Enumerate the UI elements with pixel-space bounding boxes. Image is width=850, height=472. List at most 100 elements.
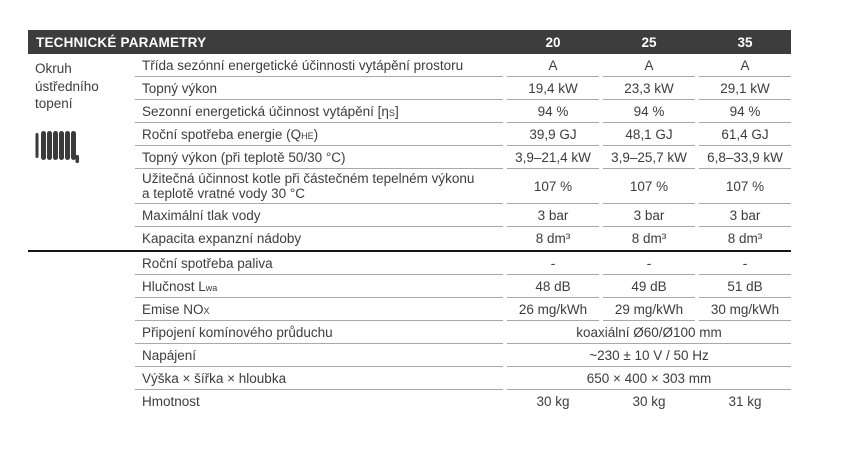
row-value: 3 bar (699, 204, 791, 227)
row-value: 107 % (699, 169, 791, 204)
table-header-bar: TECHNICKÉ PARAMETRY 20 25 35 (28, 30, 791, 54)
table-row: Výška × šířka × hloubka 650 × 400 × 303 … (135, 367, 791, 390)
row-label: Roční spotřeba energie (Q HE) (135, 123, 503, 146)
radiator-icon (35, 129, 81, 165)
row-value: 29 mg/kWh (603, 298, 695, 321)
row-value: A (699, 54, 791, 77)
row-value: 107 % (603, 169, 695, 204)
row-value: 94 % (507, 100, 599, 123)
table-row: Hmotnost 30 kg 30 kg 31 kg (135, 390, 791, 413)
row-label: Roční spotřeba paliva (135, 252, 503, 275)
row-value: 29,1 kW (699, 77, 791, 100)
row-value: 3 bar (603, 204, 695, 227)
row-label: Hmotnost (135, 390, 503, 413)
row-value: 3,9–21,4 kW (507, 146, 599, 169)
row-value: 6,8–33,9 kW (699, 146, 791, 169)
table-row: Roční spotřeba paliva - - - (135, 252, 791, 275)
row-value: 19,4 kW (507, 77, 599, 100)
row-value: 3,9–25,7 kW (603, 146, 695, 169)
label-text: Připojení komínového průduchu (142, 324, 333, 340)
row-value: 48,1 GJ (603, 123, 695, 146)
table-row: Topný výkon 19,4 kW 23,3 kW 29,1 kW (135, 77, 791, 100)
row-value: 23,3 kW (603, 77, 695, 100)
row-label: Emise NO X (135, 298, 503, 321)
section-central-heating: Okruh ústředního topení (28, 54, 791, 250)
row-label: Topný výkon (135, 77, 503, 100)
row-label: Užitečná účinnost kotle při částečném te… (135, 169, 503, 204)
table-row: Sezonní energetická účinnost vytápění [η… (135, 100, 791, 123)
row-label: Kapacita expanzní nádoby (135, 227, 503, 250)
column-header-25: 25 (641, 34, 657, 50)
row-label: Sezonní energetická účinnost vytápění [η… (135, 100, 503, 123)
label-text: Sezonní energetická účinnost vytápění [η (142, 103, 389, 119)
row-value: 39,9 GJ (507, 123, 599, 146)
label-text: Výška × šířka × hloubka (142, 370, 287, 386)
row-value: 30 kg (632, 394, 666, 409)
row-value: 51 dB (699, 275, 791, 298)
sidebar-empty (28, 252, 135, 413)
row-value: 8 dm³ (631, 231, 667, 246)
row-label: Výška × šířka × hloubka (135, 367, 503, 390)
sidebar-label: Okruh ústředního topení (35, 61, 99, 112)
label-text-end: ) (313, 126, 319, 142)
section-divider (28, 250, 791, 252)
table-row: Připojení komínového průduchu koaxiální … (135, 321, 791, 344)
label-text: Napájení (142, 347, 197, 363)
section1-rows: Třída sezónní energetické účinnosti vytá… (135, 54, 791, 250)
row-value: 30 mg/kWh (699, 298, 791, 321)
row-value: 31 kg (728, 394, 762, 409)
row-value: 94 % (603, 100, 695, 123)
table-row: Maximální tlak vody 3 bar 3 bar 3 bar (135, 204, 791, 227)
table-title: TECHNICKÉ PARAMETRY (36, 34, 207, 50)
table-row: Třída sezónní energetické účinnosti vytá… (135, 54, 791, 77)
row-value: 30 kg (536, 394, 570, 409)
row-value: 48 dB (507, 275, 599, 298)
column-header-35: 35 (737, 34, 753, 50)
column-header-20: 20 (545, 34, 561, 50)
row-value: 94 % (699, 100, 791, 123)
row-value: 61,4 GJ (699, 123, 791, 146)
row-label: Třída sezónní energetické účinnosti vytá… (135, 54, 503, 77)
label-text: Kapacita expanzní nádoby (142, 231, 302, 246)
table-row: Kapacita expanzní nádoby 8 dm³ 8 dm³ 8 d… (135, 227, 791, 250)
label-text: Topný výkon (při teplotě 50/30 °C) (142, 149, 346, 165)
row-label: Napájení (135, 344, 503, 367)
label-text: Topný výkon (142, 80, 218, 96)
row-value-span: 650 × 400 × 303 mm (507, 367, 791, 390)
row-value: 107 % (507, 169, 599, 204)
table-row: Napájení ~230 ± 10 V / 50 Hz (135, 344, 791, 367)
table-row: Emise NO X 26 mg/kWh 29 mg/kWh 30 mg/kWh (135, 298, 791, 321)
row-label: Připojení komínového průduchu (135, 321, 503, 344)
label-text: Hlučnost L (142, 278, 206, 294)
table-row: Roční spotřeba energie (Q HE) 39,9 GJ 48,… (135, 123, 791, 146)
label-text: Třída sezónní energetické účinnosti vytá… (142, 57, 464, 73)
label-text-end: ] (394, 103, 399, 119)
row-label: Topný výkon (při teplotě 50/30 °C) (135, 146, 503, 169)
row-label: Maximální tlak vody (135, 204, 503, 227)
row-value: 8 dm³ (727, 231, 763, 246)
table-row: Topný výkon (při teplotě 50/30 °C) 3,9–2… (135, 146, 791, 169)
label-text: Roční spotřeba paliva (142, 255, 273, 271)
label-text: Užitečná účinnost kotle při částečném te… (142, 171, 475, 201)
row-value: A (507, 54, 599, 77)
row-value: 8 dm³ (535, 231, 571, 246)
label-text: Maximální tlak vody (142, 207, 261, 223)
row-value-span: ~230 ± 10 V / 50 Hz (507, 344, 791, 367)
table-row: Užitečná účinnost kotle při částečném te… (135, 169, 791, 204)
label-text: Hmotnost (142, 394, 200, 409)
label-text: Emise NO (142, 301, 204, 317)
row-value-span: koaxiální Ø60/Ø100 mm (507, 321, 791, 344)
row-value: A (603, 54, 695, 77)
row-value: 49 dB (603, 275, 695, 298)
technical-parameters-table: TECHNICKÉ PARAMETRY 20 25 35 Okruh ústře… (28, 30, 791, 413)
sidebar-central-heating: Okruh ústředního topení (28, 54, 135, 250)
row-value: - (507, 252, 599, 275)
row-value: - (603, 252, 695, 275)
row-value: 26 mg/kWh (507, 298, 599, 321)
label-text: Roční spotřeba energie (Q (142, 126, 302, 142)
